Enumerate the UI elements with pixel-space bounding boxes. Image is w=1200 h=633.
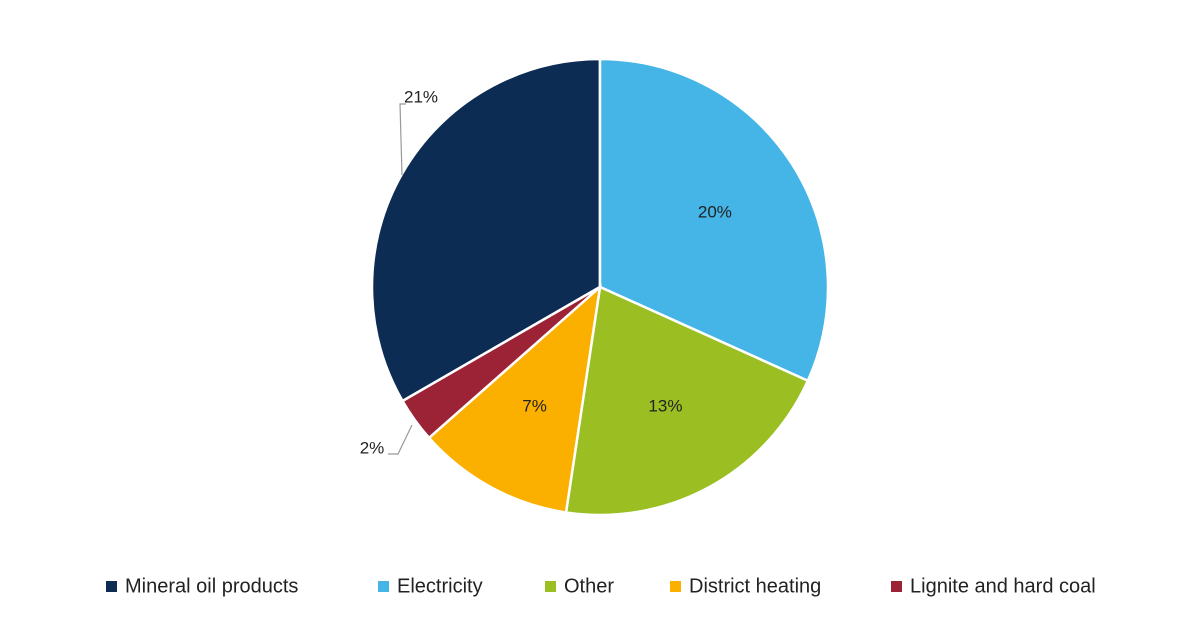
data-label: 13% — [648, 397, 682, 416]
legend-swatch — [378, 581, 389, 592]
pie-slice — [400, 285, 601, 440]
legend-label: Lignite and hard coal — [910, 575, 1096, 597]
pie-slice — [598, 57, 830, 383]
leader-line — [399, 103, 406, 176]
legend: Mineral oil products Electricity Other Dist… — [106, 575, 1096, 597]
data-label: 20% — [698, 202, 732, 221]
data-label: 21% — [404, 87, 438, 106]
legend-label: District heating — [689, 575, 821, 597]
legend-swatch — [545, 581, 556, 592]
data-label: 7% — [522, 397, 547, 416]
legend-label: Mineral oil products — [125, 575, 298, 597]
pie — [370, 57, 830, 517]
data-labels: 21% 20% 13% 7% 2% — [360, 87, 732, 457]
pie-slice — [370, 57, 602, 403]
legend-swatch — [106, 581, 117, 592]
legend-swatch — [670, 581, 681, 592]
leader-line — [388, 424, 413, 455]
pie-slice — [564, 285, 810, 517]
data-label: 2% — [360, 438, 385, 457]
legend-label: Electricity — [397, 575, 483, 597]
legend-swatch — [891, 581, 902, 592]
pie-slice — [427, 283, 602, 514]
legend-label: Other — [564, 575, 614, 597]
